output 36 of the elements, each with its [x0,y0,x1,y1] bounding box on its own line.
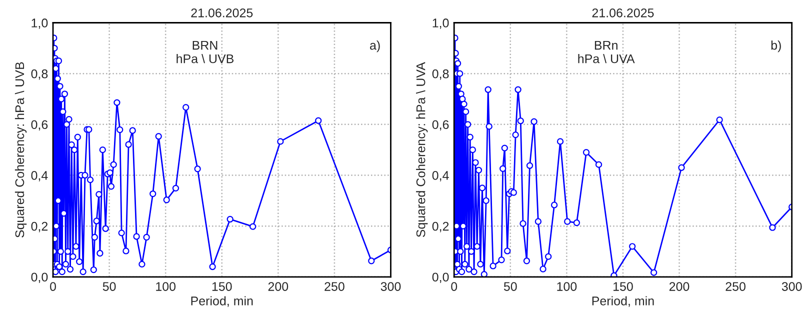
annotation: b) [771,40,781,52]
x-axis-title: Period, min [191,296,253,307]
x-tick-label: 150 [212,282,232,291]
x-axis-title: Period, min [592,296,654,307]
y-tick-label: 0,0 [31,272,48,284]
x-tick-label: 0 [451,282,458,291]
y-tick-label: 1,0 [432,18,449,29]
x-tick-label: 300 [380,282,401,291]
y-tick-label: 0,8 [31,69,48,80]
x-tick-label: 200 [268,282,288,291]
y-tick-label: 0,0 [432,272,449,284]
y-tick-label: 1,0 [32,18,48,29]
y-tick-label: 0,2 [432,222,449,232]
x-tick-label: 250 [324,282,344,291]
annotation: BRN hPa \ UVB [176,41,234,64]
y-tick-label: 0,6 [432,120,449,131]
x-tick-label: 0 [50,282,56,291]
x-tick-label: 50 [504,282,517,291]
y-axis-title: Squared Coherency: hPa \ UVA [416,62,428,238]
y-tick-label: 0,4 [432,171,449,182]
y-axis-title: Squared Coherency: hPa \ UVB [14,62,27,238]
x-tick-label: 100 [156,282,176,291]
y-tick-label: 0,4 [31,171,48,182]
x-tick-label: 200 [669,282,690,291]
annotation: a) [370,40,380,52]
y-tick-label: 0,8 [432,69,449,80]
annotation: BRn hPa \ UVA [578,41,635,64]
x-tick-label: 50 [102,282,116,291]
y-tick-label: 0,2 [31,222,48,232]
chart-title: 21.06.2025 [592,8,654,18]
x-tick-label: 100 [557,282,577,291]
x-tick-label: 250 [726,282,746,291]
y-tick-label: 0,6 [31,120,48,131]
x-tick-label: 150 [613,282,633,291]
chart-title: 21.06.2025 [191,8,253,18]
x-tick-label: 300 [782,282,802,291]
